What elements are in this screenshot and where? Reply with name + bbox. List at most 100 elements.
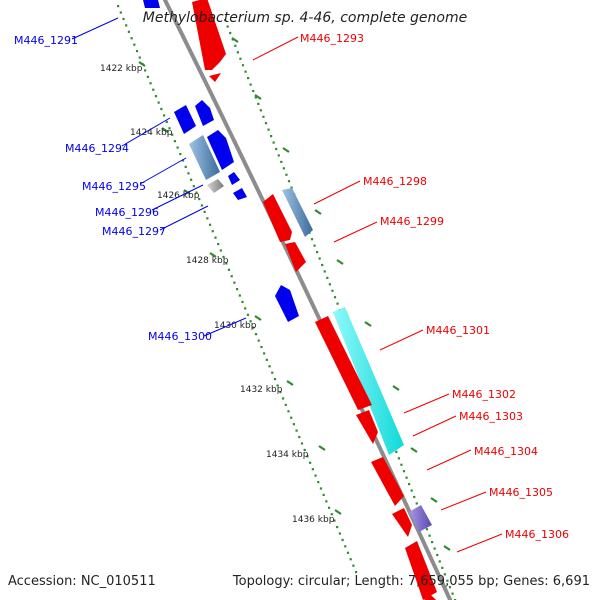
scale-dot [127, 30, 131, 33]
m446-1304-arrow [371, 457, 404, 506]
kbp-label: 1428 kbp [186, 256, 229, 266]
major-tick [336, 259, 344, 265]
major-tick [410, 447, 418, 453]
m446-1299-arrow [263, 194, 292, 242]
scale-dot [313, 244, 316, 247]
scale-dot [162, 114, 166, 117]
scale-dot [144, 69, 147, 72]
gene-label: M446_1302 [452, 388, 516, 401]
gene-callout-line [252, 36, 299, 61]
gene-label: M446_1301 [426, 324, 490, 337]
scale-dot [287, 180, 291, 183]
kbp-label: 1422 kbp [100, 64, 143, 74]
m446-1298-arrow [282, 188, 313, 237]
scale-dot [318, 257, 321, 260]
scale-dot [284, 403, 287, 406]
scale-dot [233, 281, 236, 284]
major-tick [254, 94, 262, 100]
gene-callout-line [159, 205, 209, 231]
scale-dot [281, 397, 285, 400]
scale-dot [176, 146, 179, 149]
scale-dot [214, 236, 217, 239]
scale-dot [254, 96, 257, 99]
scale-dot [323, 270, 326, 273]
major-tick [231, 37, 239, 43]
scale-dot [264, 122, 268, 125]
gene-label: M446_1294 [65, 142, 129, 155]
scale-dot [287, 410, 290, 413]
scale-dot [181, 159, 185, 162]
scale-dot [290, 186, 293, 189]
scale-dot [314, 474, 317, 477]
gene-callout-line [313, 180, 361, 205]
scale-dot [438, 560, 441, 563]
gene-callout-line [71, 17, 119, 40]
scale-dot [309, 461, 312, 464]
scale-dot [333, 519, 336, 522]
gene-label: M446_1306 [505, 528, 569, 541]
genome-backbone [162, 0, 453, 600]
m446-1294-arrow [195, 100, 214, 126]
kbp-label: 1432 kbp [240, 385, 283, 395]
scale-dot [219, 249, 222, 252]
scale-dot [333, 296, 337, 299]
scale-dot [236, 51, 239, 54]
backbone-track [150, 0, 451, 600]
gene-callout-line [151, 184, 204, 211]
scale-dot [303, 448, 306, 451]
major-tick [364, 321, 372, 327]
m446-1301-arrow [333, 307, 404, 455]
major-tick [334, 509, 342, 515]
scale-dot [135, 50, 139, 53]
scale-dot [179, 152, 182, 156]
scale-dot [328, 283, 331, 286]
scale-dot [208, 223, 212, 226]
m446-1293-arrow [209, 73, 221, 82]
scale-dot [271, 371, 274, 374]
scale-dot [410, 489, 413, 492]
scale-dot [277, 154, 280, 157]
scale-dot [341, 538, 344, 542]
gene-callout-line [121, 117, 171, 147]
kbp-label: 1424 kbp [130, 128, 173, 138]
scale-dot [330, 513, 333, 516]
scale-dot [395, 450, 398, 453]
scale-dot [117, 5, 120, 8]
gene-callout-line [139, 157, 187, 185]
m446-1305-arrow [409, 505, 432, 532]
major-tick [282, 147, 290, 153]
m446-1296-arrow [207, 179, 224, 193]
scale-dot [336, 302, 339, 305]
gene-callout-line [403, 393, 450, 414]
scale-dot [310, 238, 314, 241]
scale-dot [203, 210, 206, 214]
scale-dot [397, 457, 400, 460]
gene-callout-line [412, 415, 457, 437]
scale-dot [327, 506, 331, 509]
major-tick [138, 61, 146, 67]
major-tick [183, 189, 191, 195]
scale-dot [273, 378, 277, 381]
gene-callout-line [426, 449, 472, 471]
scale-dot [279, 390, 282, 394]
gene-callout-line [456, 533, 503, 553]
scale-dot [295, 429, 298, 432]
scale-dot [187, 172, 190, 175]
scale-dot [276, 384, 279, 387]
m446-1306-arrow [392, 508, 412, 537]
scale-dot [133, 43, 136, 46]
scale-dot [206, 217, 209, 220]
major-tick [443, 545, 451, 551]
scale-dot [200, 204, 204, 207]
scale-dot [211, 230, 214, 233]
scale-dot [238, 294, 241, 297]
scale-dot [436, 553, 439, 557]
scale-dot [300, 442, 304, 445]
scale-dot [247, 77, 250, 80]
scale-dot [122, 17, 125, 21]
gene-label: M446_1299 [380, 215, 444, 228]
scale-dot [349, 558, 352, 561]
m446-1306-arrow [405, 541, 437, 600]
scale-dot [352, 564, 355, 567]
